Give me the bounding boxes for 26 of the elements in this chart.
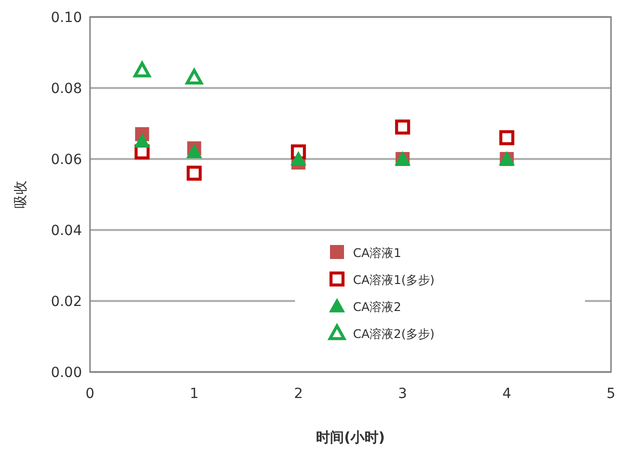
point <box>499 130 514 146</box>
x-tick-label: 4 <box>502 386 512 402</box>
legend-label: CA溶液1(多步) <box>353 273 435 287</box>
point <box>134 62 151 78</box>
y-tick-label: 0.04 <box>50 223 82 239</box>
legend-label: CA溶液2 <box>353 300 402 314</box>
y-tick-label: 0.10 <box>50 10 82 26</box>
point <box>186 166 202 181</box>
x-axis-title: 时间(小时) <box>316 430 385 446</box>
x-tick-label: 1 <box>190 386 199 402</box>
x-tick-label: 0 <box>86 386 94 402</box>
point <box>395 120 410 135</box>
x-tick-label: 5 <box>606 386 616 402</box>
y-tick-label: 0.08 <box>50 81 82 97</box>
y-axis-title: 吸收 <box>13 180 29 208</box>
y-tick-label: 0.00 <box>50 365 82 381</box>
y-tick-label: 0.02 <box>50 294 82 310</box>
point <box>134 133 150 148</box>
point <box>186 68 203 84</box>
y-tick-label: 0.06 <box>50 152 82 168</box>
legend-label: CA溶液1 <box>353 246 402 260</box>
x-tick-label: 2 <box>294 386 303 402</box>
x-tick-label: 3 <box>398 386 408 402</box>
point <box>186 144 202 158</box>
point <box>290 151 306 166</box>
legend-label: CA溶液2(多步) <box>353 327 435 341</box>
